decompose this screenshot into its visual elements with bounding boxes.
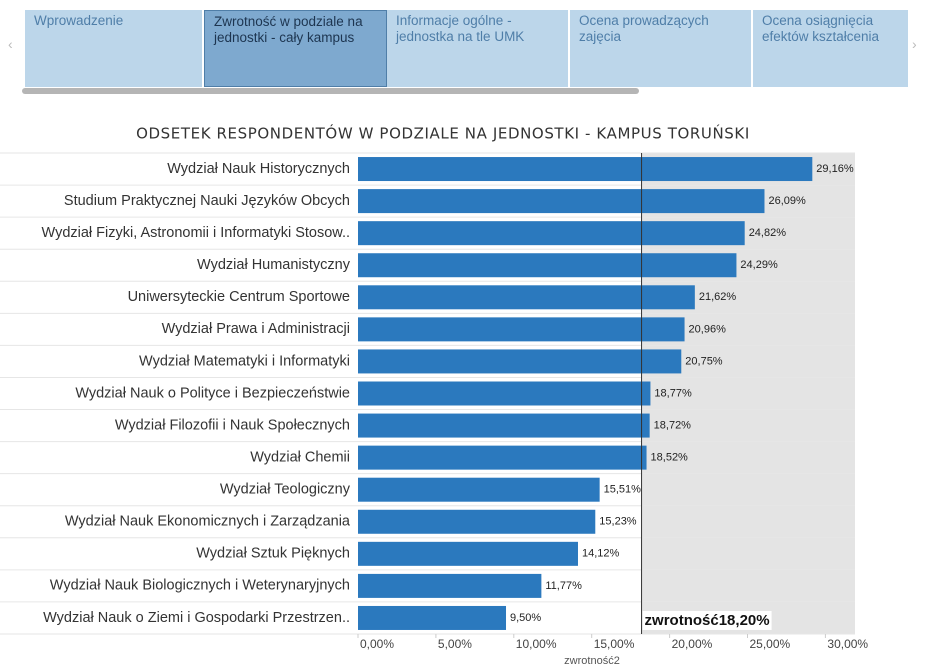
- category-label: Uniwersyteckie Centrum Sportowe: [128, 289, 350, 305]
- x-tick-label: 10,00%: [516, 637, 557, 651]
- scroll-left[interactable]: ‹: [8, 36, 13, 52]
- value-label: 20,96%: [689, 323, 727, 335]
- category-label: Wydział Chemii: [250, 449, 350, 465]
- bar: [358, 381, 651, 406]
- bar: [358, 509, 596, 534]
- category-label: Wydział Prawa i Administracji: [162, 321, 350, 337]
- bar: [358, 413, 650, 438]
- bar: [358, 317, 685, 342]
- bar: [358, 445, 647, 470]
- x-tick-label: 15,00%: [594, 637, 635, 651]
- bar: [358, 189, 765, 214]
- scroll-right[interactable]: ›: [912, 36, 917, 52]
- x-tick-label: 0,00%: [360, 637, 394, 651]
- x-tick-label: 20,00%: [672, 637, 713, 651]
- chart-title: ODSETEK RESPONDENTÓW W PODZIALE NA JEDNO…: [136, 124, 750, 143]
- value-label: 21,62%: [699, 291, 737, 303]
- category-label: Wydział Fizyki, Astronomii i Informatyki…: [42, 225, 350, 241]
- category-label: Wydział Nauk Historycznych: [167, 161, 350, 177]
- bar: [358, 605, 507, 630]
- reference-label-bg: [642, 610, 772, 630]
- x-tick-label: 30,00%: [827, 637, 868, 651]
- value-label: 14,12%: [582, 548, 620, 560]
- bar: [358, 157, 813, 182]
- category-label: Wydział Humanistyczny: [197, 257, 351, 273]
- bar: [358, 541, 578, 566]
- tab[interactable]: Ocena prowadzących zajęcia: [570, 10, 753, 87]
- value-label: 24,82%: [749, 227, 787, 239]
- x-tick-label: 25,00%: [749, 637, 790, 651]
- tab[interactable]: Wprowadzenie: [25, 10, 204, 87]
- value-label: 26,09%: [768, 195, 806, 207]
- value-label: 18,52%: [651, 452, 689, 464]
- category-label: Wydział Nauk Biologicznych i Weterynaryj…: [50, 578, 350, 594]
- scrollbar[interactable]: [22, 88, 639, 94]
- bar: [358, 285, 695, 310]
- bar: [358, 573, 542, 598]
- bar: [358, 477, 600, 502]
- value-label: 11,77%: [545, 580, 582, 592]
- value-label: 20,75%: [685, 355, 723, 367]
- value-label: 24,29%: [740, 259, 778, 271]
- category-label: Wydział Filozofii i Nauk Społecznych: [115, 417, 350, 433]
- x-axis-title: zwrotność2: [564, 655, 620, 666]
- bar: [358, 349, 682, 374]
- value-label: 18,72%: [654, 419, 692, 431]
- tab[interactable]: Ocena osiągnięcia efektów kształcenia: [753, 10, 910, 87]
- bar: [358, 221, 745, 246]
- category-label: Wydział Sztuk Pięknych: [196, 546, 350, 562]
- tab[interactable]: Informacje ogólne - jednostka na tle UMK: [387, 10, 570, 87]
- value-label: 9,50%: [510, 612, 541, 624]
- category-label: Wydział Nauk o Ziemi i Gospodarki Przest…: [43, 610, 350, 626]
- value-label: 15,51%: [604, 484, 642, 496]
- category-label: Wydział Matematyki i Informatyki: [139, 353, 350, 369]
- category-label: Studium Praktycznej Nauki Języków Obcych: [64, 193, 350, 209]
- category-label: Wydział Nauk o Polityce i Bezpieczeństwi…: [75, 385, 350, 401]
- value-label: 15,23%: [599, 516, 637, 528]
- tab[interactable]: Zwrotność w podziale na jednostki - cały…: [204, 10, 387, 87]
- bar: [358, 253, 737, 278]
- category-label: Wydział Nauk Ekonomicznych i Zarządzania: [65, 514, 351, 530]
- reference-label: zwrotność18,20%: [645, 612, 770, 629]
- category-label: Wydział Teologiczny: [220, 482, 351, 498]
- x-tick-label: 5,00%: [438, 637, 472, 651]
- value-label: 29,16%: [816, 163, 854, 175]
- value-label: 18,77%: [654, 387, 692, 399]
